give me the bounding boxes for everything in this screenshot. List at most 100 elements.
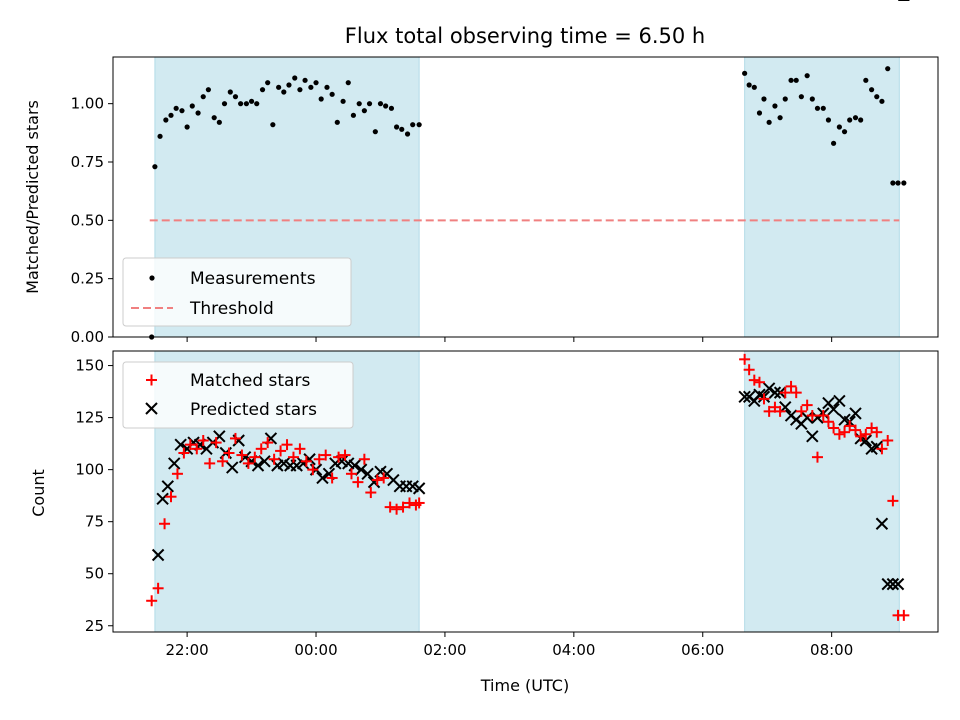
measurement-point	[286, 82, 292, 88]
measurement-point	[152, 164, 158, 170]
bottom-y-tick-label: 50	[85, 565, 104, 583]
predicted-x-stroke	[251, 459, 265, 472]
top-legend: Measurements Threshold	[122, 257, 352, 327]
matched-star-point	[255, 443, 267, 455]
predicted-star-point	[768, 386, 782, 399]
predicted-star-point	[354, 463, 368, 476]
legend-measurements-marker	[149, 275, 155, 281]
matched-star-point	[217, 455, 229, 467]
legend-predicted-marker	[145, 402, 158, 415]
measurement-point	[270, 122, 276, 128]
measurement-point	[809, 96, 815, 102]
predicted-x-stroke	[406, 480, 419, 493]
top-y-tick-label: 0.00	[71, 328, 104, 346]
matched-star-point	[171, 468, 183, 480]
predicted-x-stroke	[881, 577, 894, 591]
measurement-point	[404, 131, 411, 137]
chart-title: Flux total observing time = 6.50 h	[345, 24, 705, 48]
predicted-x-stroke	[833, 394, 846, 408]
bottom-y-axis: 25 50 75 100 125 150	[75, 357, 113, 635]
top-y-tick-label: 0.25	[71, 270, 104, 288]
matched-star-point	[817, 410, 829, 422]
measurement-point	[820, 105, 826, 111]
matched-star-point	[806, 410, 818, 422]
matched-star-point	[223, 447, 235, 459]
matched-star-point	[844, 420, 856, 432]
predicted-x-stroke	[387, 473, 400, 487]
measurement-point	[216, 119, 222, 125]
predicted-star-point	[886, 577, 900, 591]
predicted-star-point	[875, 517, 889, 530]
measurement-point	[879, 98, 885, 104]
predicted-x-stroke	[849, 407, 862, 420]
predicted-x-stroke	[870, 440, 883, 453]
matched-star-point	[197, 435, 209, 447]
predicted-star-point	[226, 461, 239, 474]
measurement-point	[772, 103, 778, 109]
matched-star-point	[763, 405, 775, 417]
matched-star-point	[307, 464, 319, 476]
predicted-star-point	[800, 411, 814, 424]
predicted-x-stroke	[738, 390, 751, 403]
top-y-axis-label: Matched/Predicted stars	[23, 100, 42, 294]
predicted-star-point	[849, 407, 862, 420]
top-y-tick-label: 0.50	[71, 211, 104, 229]
predicted-x-stroke	[354, 463, 368, 476]
predicted-x-stroke	[768, 386, 782, 399]
measurement-point	[377, 101, 384, 107]
predicted-star-point	[811, 411, 824, 424]
predicted-star-point	[870, 440, 883, 453]
predicted-x-stroke	[859, 434, 873, 447]
measurement-point	[334, 119, 340, 125]
predicted-star-point	[881, 577, 894, 591]
x-tick-label: 02:00	[423, 641, 466, 659]
measurement-point	[366, 101, 373, 107]
measurement-point	[777, 115, 783, 121]
matched-star-point	[184, 439, 196, 451]
measurement-point	[259, 87, 266, 93]
predicted-x-stroke	[232, 434, 245, 447]
matched-star-point	[384, 501, 396, 513]
matched-star-point	[795, 405, 807, 417]
measurement-point	[766, 119, 772, 125]
measurement-point	[205, 87, 211, 93]
legend-threshold-label: Threshold	[189, 299, 274, 319]
x-tick-label: 06:00	[681, 641, 724, 659]
matched-star-point	[753, 376, 765, 388]
measurement-point	[393, 124, 400, 130]
measurement-point	[173, 105, 179, 111]
matched-star-point	[860, 428, 872, 440]
measurement-point	[901, 180, 907, 186]
matched-star-point	[774, 405, 786, 417]
measurement-point	[788, 77, 794, 83]
matched-star-point	[785, 380, 797, 392]
matched-star-point	[159, 518, 171, 530]
measurement-point	[329, 91, 335, 97]
predicted-x-stroke	[361, 467, 374, 481]
matched-star-point	[397, 501, 409, 513]
x-axis-label: Time (UTC)	[480, 676, 569, 695]
measurement-point	[885, 66, 891, 72]
predicted-star-point	[168, 457, 181, 470]
predicted-x-stroke	[161, 480, 174, 493]
matched-star-point	[313, 453, 325, 465]
predicted-star-point	[833, 394, 846, 408]
measurement-point	[179, 108, 185, 114]
predicted-x-stroke	[277, 457, 291, 470]
matched-star-point	[871, 426, 883, 438]
matched-star-point	[748, 374, 760, 386]
matched-star-point	[178, 447, 190, 459]
measurement-point	[825, 117, 832, 123]
legend-predicted-label: Predicted stars	[190, 400, 317, 420]
measurement-point	[804, 73, 810, 79]
measurement-point	[168, 112, 174, 118]
predicted-star-point	[412, 482, 426, 495]
predicted-x-stroke	[886, 577, 900, 591]
matched-star-point	[242, 457, 254, 469]
measurement-point	[836, 124, 842, 130]
top-plot-frame	[112, 56, 939, 338]
measurement-point	[756, 110, 763, 116]
measurement-point	[195, 110, 201, 116]
predicted-star-point	[891, 577, 905, 591]
predicted-x-stroke	[151, 548, 165, 562]
